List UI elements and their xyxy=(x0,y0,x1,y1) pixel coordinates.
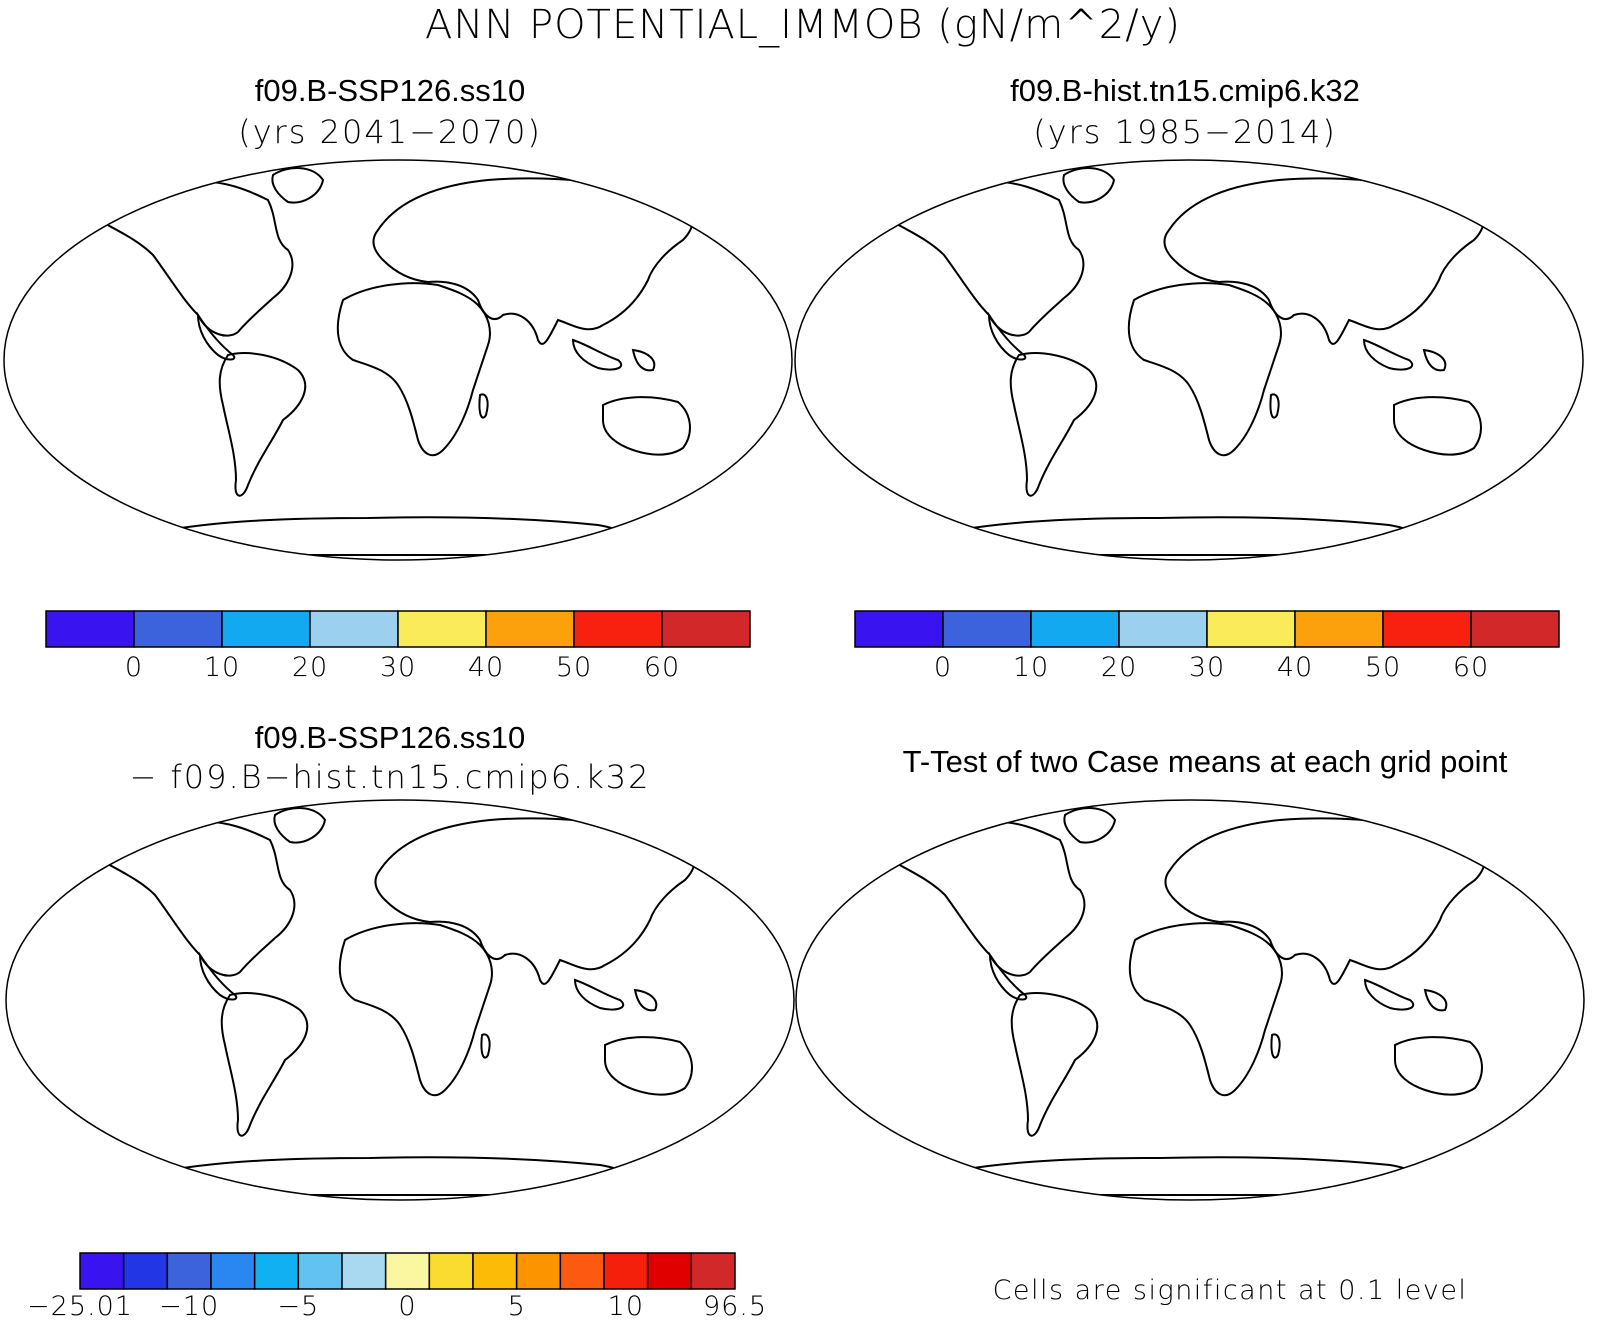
colorbar-bl-tick-label: −10 xyxy=(159,1291,220,1322)
colorbar-tr-cell xyxy=(854,610,944,648)
colorbar-bl-tick-label: 5 xyxy=(507,1291,526,1322)
panel-tl-title: f09.B-SSP126.ss10 xyxy=(254,73,526,108)
colorbar-tl-cell xyxy=(309,610,399,648)
panel-bl-subtitle: − f09.B−hist.tn15.cmip6.k32 xyxy=(129,758,651,796)
panel-bl-title: f09.B-SSP126.ss10 xyxy=(254,720,526,755)
map-border-br xyxy=(795,799,1585,1201)
colorbar-tr-cell xyxy=(1470,610,1560,648)
colorbar-tr-tick-label: 30 xyxy=(1188,652,1226,683)
panel-tr-title: f09.B-hist.tn15.cmip6.k32 xyxy=(1010,73,1360,108)
panel-tl-subtitle: (yrs 2041−2070) xyxy=(238,113,542,151)
colorbar-bl-tick-label: 96.5 xyxy=(702,1291,768,1322)
colorbar-bl-tick-label: 0 xyxy=(398,1291,417,1322)
panel-br-title: T-Test of two Case means at each grid po… xyxy=(902,744,1508,779)
significance-note: Cells are significant at 0.1 level xyxy=(992,1275,1468,1306)
colorbar-tr-cell xyxy=(1382,610,1472,648)
colorbar-bl-cell xyxy=(122,1252,169,1290)
colorbar-tr-cell xyxy=(1118,610,1208,648)
colorbar-tr-tick-label: 0 xyxy=(933,652,953,683)
colorbar-tr-tick-label: 40 xyxy=(1276,652,1314,683)
colorbar-tr-tick-label: 50 xyxy=(1364,652,1402,683)
map-panel-tr xyxy=(794,159,1584,561)
colorbar-bl-cell xyxy=(341,1252,387,1290)
colorbar-bl xyxy=(79,1252,736,1290)
colorbar-tl-cell xyxy=(661,610,751,648)
colorbar-bl-cell xyxy=(384,1252,431,1290)
colorbar-bl-cell xyxy=(559,1252,605,1290)
colorbar-bl-cell xyxy=(166,1252,212,1290)
figure-title: ANN POTENTIAL_IMMOB (gN/m^2/y) xyxy=(425,2,1181,48)
panel-tr-subtitle: (yrs 1985−2014) xyxy=(1033,113,1337,151)
colorbar-bl-tick-label: −5 xyxy=(277,1291,320,1322)
colorbar-tr-tick-label: 10 xyxy=(1012,652,1050,683)
colorbar-bl-cell xyxy=(690,1252,736,1290)
colorbar-tr xyxy=(854,610,1560,648)
colorbar-bl-cell xyxy=(515,1252,562,1290)
colorbar-tl-cell xyxy=(573,610,663,648)
colorbar-tl-cell xyxy=(133,610,223,648)
map-panel-br xyxy=(795,799,1585,1201)
map-border-tr xyxy=(794,159,1584,561)
colorbar-tr-cell xyxy=(1206,610,1296,648)
colorbar-bl-cell xyxy=(603,1252,649,1290)
colorbar-tl-cell xyxy=(397,610,487,648)
map-panel-bl xyxy=(5,799,795,1201)
colorbar-tl-tick-label: 60 xyxy=(643,652,681,683)
colorbar-tr-cell xyxy=(1030,610,1120,648)
colorbar-tr-tick-label: 20 xyxy=(1100,652,1138,683)
colorbar-tl-tick-label: 50 xyxy=(555,652,593,683)
colorbar-tl-tick-label: 40 xyxy=(467,652,505,683)
map-border-bl xyxy=(5,799,795,1201)
colorbar-bl-cell xyxy=(297,1252,343,1290)
colorbar-tl-cell xyxy=(45,610,135,648)
map-border-tl xyxy=(3,159,793,561)
colorbar-tl-cell xyxy=(221,610,311,648)
colorbar-bl-cell xyxy=(472,1252,518,1290)
colorbar-bl-tick-label: 10 xyxy=(607,1291,645,1322)
colorbar-tl-tick-label: 30 xyxy=(379,652,417,683)
colorbar-tl-cell xyxy=(485,610,575,648)
colorbar-bl-cell xyxy=(428,1252,474,1290)
colorbar-tr-cell xyxy=(942,610,1032,648)
colorbar-tr-cell xyxy=(1294,610,1384,648)
colorbar-tl-tick-label: 20 xyxy=(291,652,329,683)
map-panel-tl xyxy=(3,159,793,561)
colorbar-tl xyxy=(45,610,751,648)
colorbar-tr-tick-label: 60 xyxy=(1452,652,1490,683)
colorbar-bl-cell xyxy=(253,1252,300,1290)
colorbar-bl-cell xyxy=(210,1252,256,1290)
colorbar-tl-tick-label: 0 xyxy=(124,652,144,683)
colorbar-bl-cell xyxy=(79,1252,125,1290)
colorbar-bl-cell xyxy=(646,1252,693,1290)
colorbar-tl-tick-label: 10 xyxy=(203,652,241,683)
colorbar-bl-tick-label: −25.01 xyxy=(27,1291,133,1322)
